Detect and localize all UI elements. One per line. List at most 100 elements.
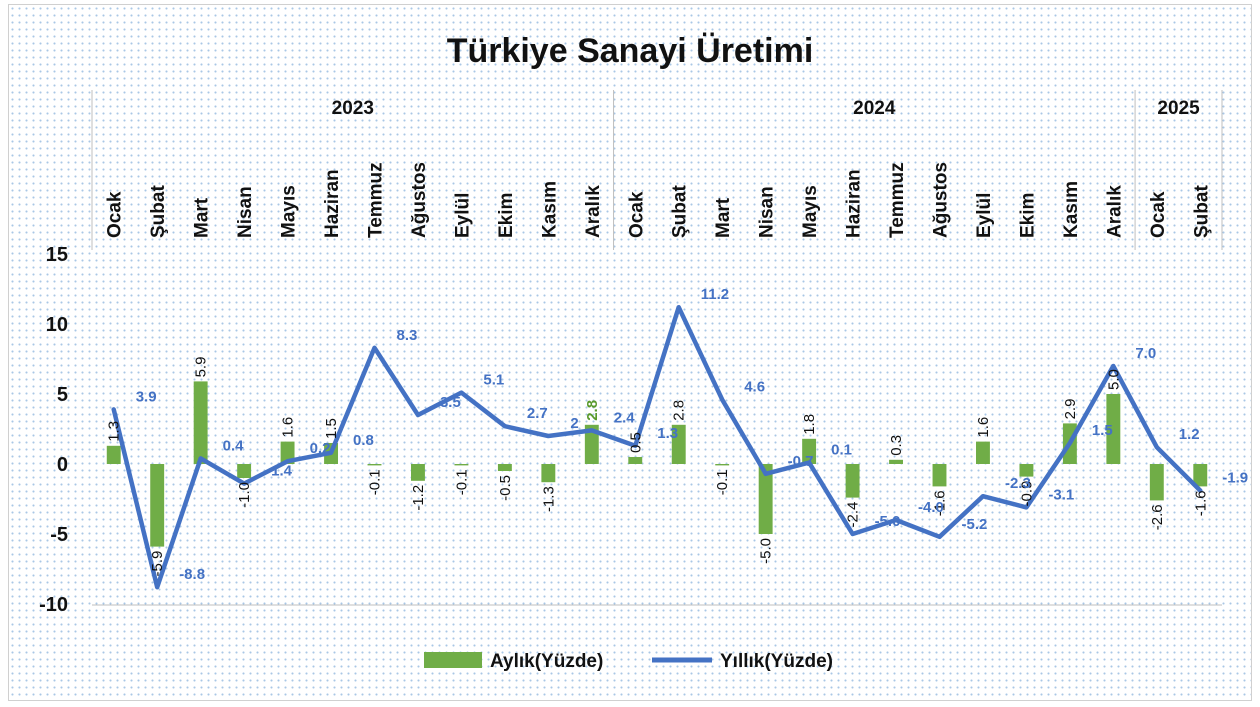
month-label: Kasım: [539, 181, 560, 238]
bar-data-label: -0.9: [1018, 481, 1035, 507]
monthly-bar: [584, 424, 599, 464]
line-data-label: 2.7: [527, 405, 548, 422]
line-data-label: 0.2: [310, 440, 331, 457]
annual-line: [111, 304, 1203, 590]
line-data-label: -0.7: [788, 453, 814, 470]
month-label: Mayıs: [800, 185, 821, 238]
monthly-bar: [802, 438, 817, 464]
month-label: Şubat: [1191, 185, 1212, 238]
month-label: Ekim: [496, 193, 517, 238]
bar-data-label: 1.6: [975, 417, 992, 438]
y-tick-label: 10: [46, 314, 68, 336]
month-label: Eylül: [974, 193, 995, 238]
line-data-label: 1.5: [1092, 422, 1113, 439]
month-label: Haziran: [322, 169, 343, 238]
y-tick-label: -10: [39, 594, 68, 616]
line-data-label: 4.6: [744, 379, 765, 396]
month-label: Eylül: [452, 193, 473, 238]
bar-data-label: 1.6: [280, 417, 297, 438]
line-data-label: 0.8: [353, 432, 374, 449]
bar-data-label: 1.3: [106, 421, 123, 442]
line-data-label: 5.1: [483, 372, 504, 389]
line-data-label: 0.1: [831, 442, 852, 459]
year-label: 2023: [332, 98, 374, 119]
bar-data-label: -1.2: [410, 485, 427, 511]
monthly-bar: [845, 464, 860, 498]
line-data-label: -8.8: [179, 566, 205, 583]
chart-title: Türkiye Sanayi Üretimi: [447, 32, 814, 70]
bar-data-label: 0.5: [627, 432, 644, 453]
bar-data-label: -5.0: [758, 538, 775, 564]
bar-data-label: -5.9: [149, 551, 166, 577]
line-data-label: 2.4: [614, 409, 636, 426]
bar-data-label: -0.1: [453, 469, 470, 495]
bar-data-label: -0.5: [497, 475, 514, 501]
month-label: Ocak: [626, 191, 647, 238]
bar-data-label: -1.0: [236, 482, 253, 508]
legend-monthly-swatch: [424, 652, 482, 668]
line-data-label: -1.4: [266, 463, 293, 480]
monthly-bar: [671, 424, 686, 464]
y-tick-label: 15: [46, 244, 68, 266]
month-label: Ağustos: [931, 162, 952, 238]
month-label: Aralık: [1104, 185, 1125, 238]
month-label: Ocak: [1148, 191, 1169, 238]
line-data-label: 7.0: [1135, 345, 1156, 362]
line-data-label: -3.1: [1048, 486, 1074, 503]
line-data-label: -2.3: [1005, 475, 1031, 492]
line-data-label: 8.3: [397, 327, 418, 344]
monthly-bar: [454, 464, 469, 466]
monthly-bar: [150, 464, 165, 547]
month-label: Nisan: [235, 186, 256, 238]
legend-annual-label: Yıllık(Yüzde): [720, 651, 833, 672]
monthly-bar: [889, 459, 903, 464]
line-data-label: 3.5: [440, 394, 461, 411]
monthly-bar: [106, 445, 121, 464]
bar-data-label: -1.3: [540, 486, 557, 512]
legend-monthly-label: Aylık(Yüzde): [490, 651, 603, 672]
month-label: Şubat: [670, 185, 691, 238]
line-data-label: -1.9: [1222, 470, 1248, 487]
monthly-bar: [1149, 464, 1164, 501]
line-data-label: 11.2: [701, 286, 729, 303]
year-label: 2024: [853, 98, 896, 119]
bar-data-label: 1.8: [801, 414, 818, 435]
month-label: Nisan: [757, 186, 778, 238]
month-label: Mayıs: [279, 185, 300, 238]
y-tick-label: 0: [57, 454, 68, 476]
bar-data-label: 2.8: [584, 400, 601, 421]
monthly-bar: [237, 464, 252, 478]
month-label: Temmuz: [887, 162, 908, 238]
month-label: Ekim: [1017, 193, 1038, 238]
monthly-bar: [1106, 394, 1121, 464]
monthly-bar: [541, 464, 556, 483]
bar-data-label: 0.3: [888, 435, 905, 456]
month-label: Şubat: [148, 185, 169, 238]
bar-data-label: 2.9: [1062, 399, 1079, 420]
line-data-label: -4.0: [918, 499, 944, 516]
bar-data-label: -0.1: [714, 469, 731, 495]
monthly-bar: [1019, 464, 1034, 477]
monthly-bar: [193, 381, 208, 464]
line-data-label: 0.4: [223, 437, 245, 454]
bar-data-label: 2.8: [671, 400, 688, 421]
line-data-label: -5.2: [962, 516, 988, 533]
monthly-bar: [367, 464, 382, 466]
bar-data-label: -0.1: [367, 469, 384, 495]
month-label: Haziran: [844, 169, 865, 238]
bar-data-label: -2.6: [1149, 504, 1166, 530]
bar-data-label: -2.4: [845, 502, 862, 528]
monthly-bar: [758, 464, 773, 534]
monthly-bar: [628, 457, 643, 464]
bar-data-label: 1.5: [323, 418, 340, 439]
month-label: Mart: [713, 197, 734, 238]
bar-data-label: -1.6: [932, 490, 949, 516]
year-label: 2025: [1157, 98, 1200, 119]
bar-data-label: 5.9: [193, 357, 210, 378]
line-data-label: 1.2: [1179, 426, 1200, 443]
line-data-label: 3.9: [136, 388, 157, 405]
monthly-bar: [976, 441, 990, 464]
y-tick-label: 5: [57, 384, 68, 406]
monthly-bar: [715, 464, 730, 466]
